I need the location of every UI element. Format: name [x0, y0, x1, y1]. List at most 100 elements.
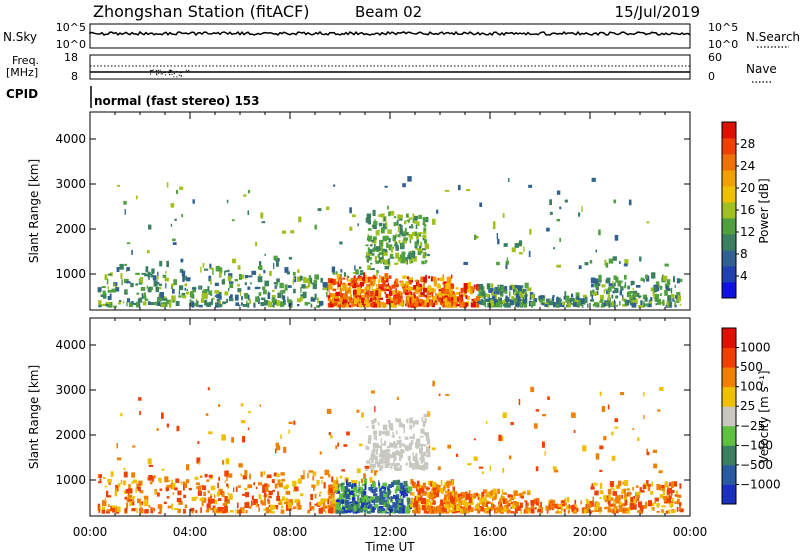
power-echo-cell: [356, 290, 361, 297]
power-echo-cell: [628, 199, 632, 206]
velocity-echo-cell: [106, 509, 111, 512]
power-echo-cell: [653, 284, 657, 288]
velocity-echo-cell: [107, 478, 112, 483]
velocity-echo-cell: [373, 430, 377, 435]
velocity-echo-cell: [335, 445, 338, 449]
velocity-echo-cell: [483, 509, 486, 513]
velocity-echo-cell: [349, 506, 353, 510]
power-echo-marks: [97, 176, 683, 308]
velocity-echo-cell: [412, 481, 414, 487]
power-echo-cell: [598, 229, 601, 236]
velocity-echo-cell: [676, 498, 680, 505]
velocity-echo-cell: [380, 443, 385, 446]
power-echo-cell: [157, 271, 159, 276]
power-echo-cell: [352, 285, 354, 289]
velocity-echo-cell: [251, 495, 254, 500]
power-echo-cell: [151, 268, 155, 274]
power-echo-cell: [424, 294, 428, 298]
velocity-echo-cell: [422, 492, 427, 496]
power-echo-cell: [613, 283, 616, 287]
velocity-echo-cell: [374, 456, 377, 459]
power-echo-cell: [416, 286, 419, 290]
power-echo-cell: [248, 275, 253, 278]
power-echo-cell: [368, 249, 373, 254]
power-echo-cell: [416, 239, 420, 244]
velocity-echo-cell: [632, 487, 634, 491]
velocity-echo-cell: [650, 491, 654, 495]
power-echo-cell: [605, 262, 609, 268]
velocity-echo-cell: [412, 466, 415, 470]
velocity-echo-cell: [621, 494, 623, 499]
power-echo-cell: [353, 277, 357, 284]
velocity-echo-cell: [513, 495, 515, 500]
velocity-echo-cell: [379, 491, 384, 498]
velocity-echo-cell: [654, 497, 659, 502]
velocity-echo-cell: [127, 494, 132, 498]
velocity-echo-cell: [416, 486, 418, 491]
power-echo-cell: [407, 301, 411, 308]
velocity-echo-cell: [667, 496, 669, 499]
power-echo-cell: [180, 258, 184, 263]
velocity-echo-cell: [646, 451, 650, 456]
velocity-echo-cell: [341, 509, 344, 513]
power-echo-cell: [337, 304, 342, 308]
power-echo-cell: [572, 301, 577, 307]
velocity-echo-cell: [214, 499, 218, 505]
power-echo-cell: [556, 304, 559, 308]
velocity-echo-cell: [445, 394, 450, 396]
velocity-echo-cell: [337, 483, 342, 487]
velocity-echo-cell: [277, 479, 280, 485]
power-echo-cell: [405, 232, 409, 236]
power-echo-cell: [423, 251, 425, 257]
velocity-echo-cell: [473, 438, 476, 441]
velocity-echo-cell: [389, 466, 393, 469]
power-echo-cell: [518, 252, 523, 255]
velocity-echo-cell: [275, 448, 277, 454]
power-echo-cell: [366, 296, 369, 301]
velocity-echo-cell: [330, 495, 332, 499]
velocity-echo-cell: [514, 494, 516, 499]
power-echo-cell: [383, 250, 388, 256]
power-echo-cell: [311, 282, 314, 285]
power-echo-cell: [633, 290, 638, 293]
velocity-echo-cell: [386, 486, 389, 491]
nave-scatter-dot: [168, 69, 170, 71]
velocity-echo-cell: [280, 505, 284, 509]
power-echo-cell: [450, 290, 453, 294]
velocity-echo-cell: [143, 495, 147, 500]
power-echo-cell: [617, 280, 622, 287]
velocity-echo-cell: [533, 423, 538, 429]
power-echo-cell: [349, 226, 353, 231]
power-ytick-label: 4000: [55, 132, 86, 146]
power-echo-cell: [222, 301, 227, 305]
power-echo-cell: [565, 304, 570, 308]
power-echo-cell: [377, 301, 382, 308]
velocity-echo-cell: [596, 502, 600, 508]
velocity-echo-cell: [169, 505, 172, 508]
velocity-echo-cell: [504, 504, 509, 512]
power-echo-cell: [273, 262, 275, 269]
power-echo-cell: [179, 186, 184, 190]
velocity-echo-cell: [450, 492, 452, 495]
power-echo-cell: [666, 279, 671, 285]
velocity-echo-cell: [99, 478, 102, 483]
velocity-ytick-label: 2000: [55, 428, 86, 442]
power-echo-cell: [395, 242, 398, 248]
power-echo-cell: [430, 287, 434, 292]
power-echo-cell: [450, 292, 452, 298]
velocity-echo-cell: [244, 487, 248, 491]
velocity-echo-cell: [463, 492, 468, 498]
velocity-echo-cell: [280, 472, 285, 476]
velocity-echo-cell: [414, 461, 419, 467]
power-echo-cell: [372, 224, 377, 230]
power-echo-cell: [410, 295, 414, 299]
power-echo-cell: [107, 289, 112, 293]
velocity-echo-cell: [485, 421, 488, 424]
velocity-echo-cell: [263, 471, 266, 476]
velocity-echo-cell: [328, 432, 331, 436]
power-echo-cell: [229, 298, 234, 302]
power-echo-cell: [399, 223, 402, 227]
velocity-echo-cell: [337, 442, 339, 447]
power-echo-cell: [211, 298, 214, 305]
velocity-echo-cell: [463, 502, 468, 509]
